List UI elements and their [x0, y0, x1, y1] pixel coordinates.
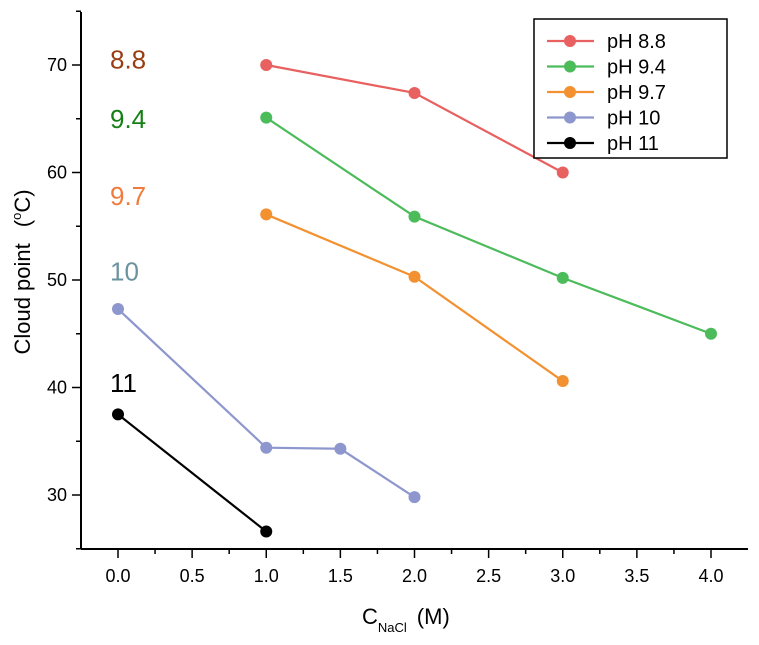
legend: pH 8.8 pH 9.4 pH 9.7 pH 10 pH 11 [533, 18, 728, 159]
data-point [556, 166, 569, 179]
x-tick-label: 3.0 [550, 566, 575, 586]
y-tick-label: 30 [47, 485, 67, 505]
legend-label: pH 9.7 [607, 82, 666, 104]
legend-label: pH 10 [607, 108, 660, 130]
x-axis-title: CNaCl (M) [362, 604, 450, 635]
y-axis-title: Cloud point (oC) [9, 189, 35, 354]
series-pH-9_7 [260, 208, 569, 388]
data-point [705, 327, 717, 340]
y-tick-label: 40 [47, 378, 67, 398]
data-point [408, 270, 421, 283]
data-point [408, 491, 421, 504]
data-point [334, 442, 347, 455]
data-point [260, 59, 273, 71]
x-tick-label: 1.0 [254, 566, 279, 586]
data-point [408, 86, 421, 99]
data-point [260, 525, 273, 538]
x-tick-label: 1.5 [328, 566, 353, 586]
series-line [117, 308, 416, 499]
series-layer [112, 59, 717, 538]
x-ticks: 0.0 0.5 1.0 1.5 2.0 2.5 3.0 3.5 4.0 [105, 549, 724, 586]
legend-marker [564, 60, 576, 73]
y-tick-label: 70 [47, 55, 67, 75]
series-line [117, 413, 267, 533]
legend-marker [564, 111, 576, 124]
legend-items: pH 8.8 pH 9.4 pH 9.7 pH 10 pH 11 [547, 31, 666, 155]
series-line [266, 63, 564, 174]
x-tick-label: 2.5 [476, 566, 501, 586]
y-axis-title-sup: o [9, 213, 24, 220]
y-axis-title-text: Cloud point [10, 243, 35, 354]
annotation-layer: 8.8 9.4 9.7 10 11 [110, 45, 146, 399]
data-point [112, 408, 124, 421]
series-line [265, 116, 712, 335]
data-point [260, 111, 273, 124]
data-point [112, 303, 124, 316]
x-tick-label: 2.0 [402, 566, 427, 586]
ph-annotation: 11 [110, 368, 137, 398]
data-point [556, 271, 569, 284]
ph-annotation: 9.4 [110, 104, 146, 134]
x-axis-title-unit: (M) [417, 604, 450, 629]
x-tick-label: 0.0 [105, 566, 130, 586]
y-axis-title-open: ( [10, 219, 35, 227]
legend-label: pH 8.8 [607, 31, 666, 53]
x-tick-label: 4.0 [698, 566, 723, 586]
legend-marker [564, 137, 576, 149]
data-point [556, 375, 569, 388]
data-point [408, 210, 421, 223]
x-tick-label: 0.5 [180, 566, 205, 586]
x-axis-title-main: C [362, 604, 378, 629]
ph-annotation: 8.8 [110, 45, 146, 75]
series-line [265, 213, 564, 382]
y-tick-label: 60 [47, 163, 67, 183]
legend-marker [564, 86, 576, 98]
x-axis-title-sub: NaCl [378, 620, 407, 635]
legend-marker [564, 35, 576, 47]
data-point [260, 208, 273, 221]
series-pH-11 [112, 408, 273, 538]
legend-label: pH 9.4 [607, 57, 666, 79]
ph-annotation: 10 [110, 256, 139, 286]
series-pH-9_4 [260, 111, 717, 340]
y-axis-title-close: C) [10, 189, 35, 212]
ph-annotation: 9.7 [110, 181, 146, 211]
series-pH-10 [112, 303, 421, 504]
data-point [260, 441, 273, 454]
y-tick-label: 50 [47, 270, 67, 290]
y-ticks: 30 40 50 60 70 [47, 10, 81, 550]
series-pH-8_8 [260, 59, 569, 179]
legend-label: pH 11 [607, 133, 659, 155]
x-tick-label: 3.5 [624, 566, 649, 586]
